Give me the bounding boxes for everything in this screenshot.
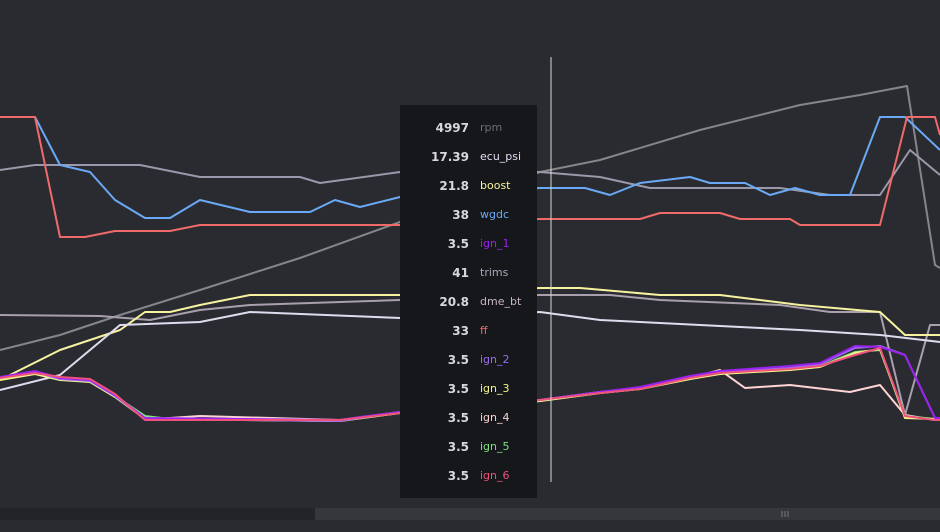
- row-name: ecu_psi: [480, 150, 522, 163]
- wgdc-line: [0, 116, 940, 219]
- scroll-thumb[interactable]: [315, 508, 940, 520]
- row-value: 3.5: [447, 411, 469, 425]
- tooltip-row: 3.5 ign_6: [400, 466, 537, 486]
- row-name: ign_2: [480, 353, 510, 366]
- row-name: ign_6: [480, 469, 510, 482]
- row-value: 3.5: [447, 440, 469, 454]
- row-name: ign_5: [480, 440, 510, 453]
- tooltip-row: 33 ff: [400, 321, 537, 341]
- tooltip-row: 20.8 dme_bt: [400, 292, 537, 312]
- row-value: 41: [452, 266, 469, 280]
- tooltip-row: 41 trims: [400, 263, 537, 283]
- row-value: 3.5: [447, 353, 469, 367]
- tooltip-row: 3.5 ign_3: [400, 379, 537, 399]
- trims-line: [0, 294, 940, 416]
- row-name: boost: [480, 179, 511, 192]
- boost-line: [0, 287, 940, 381]
- tooltip-row: 17.39 ecu_psi: [400, 147, 537, 167]
- tooltip: 4997 rpm 17.39 ecu_psi 21.8 boost 38 wgdc 3.5 ign…: [400, 105, 537, 498]
- tooltip-row: 3.5 ign_4: [400, 408, 537, 428]
- rpm-line: [0, 85, 940, 351]
- row-name: rpm: [480, 121, 503, 134]
- row-name: ign_4: [480, 411, 510, 424]
- tooltip-row: 3.5 ign_5: [400, 437, 537, 457]
- row-value: 38: [452, 208, 469, 222]
- grip: [781, 511, 789, 517]
- row-value: 21.8: [439, 179, 469, 193]
- tooltip-row: 38 wgdc: [400, 205, 537, 225]
- row-name: ign_1: [480, 237, 510, 250]
- row-value: 3.5: [447, 469, 469, 483]
- tooltip-row: 3.5 ign_2: [400, 350, 537, 370]
- tooltip-row: 4997 rpm: [400, 118, 537, 138]
- row-name: ign_3: [480, 382, 510, 395]
- row-value: 17.39: [431, 150, 469, 164]
- row-name: trims: [480, 266, 509, 279]
- row-name: ff: [480, 324, 488, 337]
- ecu-psi-line: [0, 149, 940, 196]
- scrollbar[interactable]: [0, 508, 940, 520]
- row-value: 3.5: [447, 382, 469, 396]
- tooltip-row: 3.5 ign_1: [400, 234, 537, 254]
- row-value: 33: [452, 324, 469, 338]
- row-name: dme_bt: [480, 295, 522, 308]
- row-name: wgdc: [480, 208, 510, 221]
- row-value: 3.5: [447, 237, 469, 251]
- tooltip-row: 21.8 boost: [400, 176, 537, 196]
- row-value: 20.8: [439, 295, 469, 309]
- row-value: 4997: [435, 121, 469, 135]
- ff-line: [0, 116, 940, 238]
- ign-6-line: [0, 347, 940, 421]
